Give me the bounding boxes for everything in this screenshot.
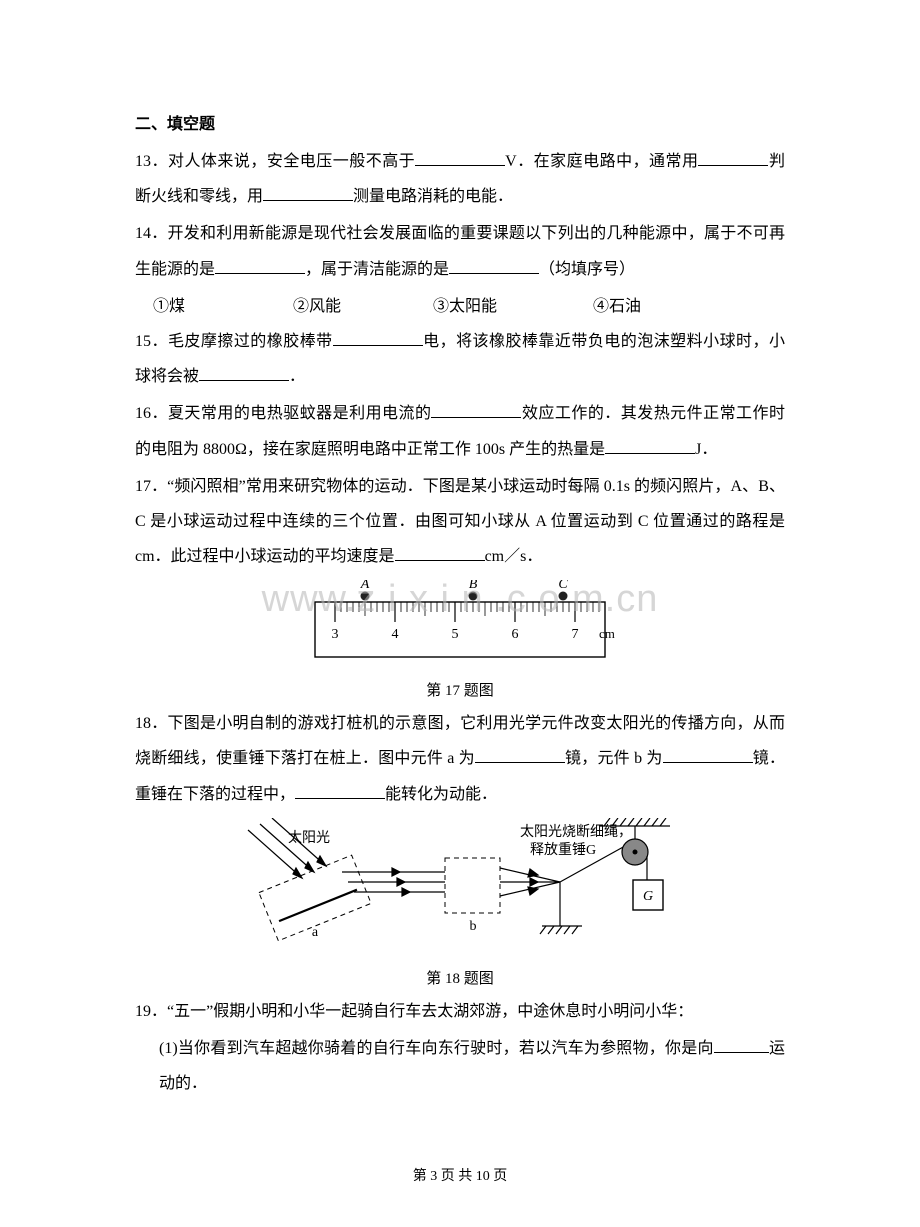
q17-blank-1[interactable] (395, 543, 485, 561)
figure-18: 太阳光 a b 太阳光烧断细绳， 释放重锤G (135, 818, 785, 988)
q15-t1: 毛皮摩擦过的橡胶棒带 (168, 333, 333, 350)
q17-t2: cm／s． (485, 548, 543, 565)
question-18: 18．下图是小明自制的游戏打桩机的示意图，它利用光学元件改变太阳光的传播方向，从… (135, 706, 785, 812)
diagram-18-svg: 太阳光 a b 太阳光烧断细绳， 释放重锤G (230, 818, 690, 958)
q19-num: 19． (135, 1003, 167, 1020)
question-16: 16．夏天常用的电热驱蚊器是利用电流的效应工作的．其发热元件正常工作时的电阻为 … (135, 396, 785, 466)
q14-opt-4: ④石油 (593, 289, 641, 324)
q14-opt-3: ③太阳能 (433, 289, 593, 324)
q13-t2: V．在家庭电路中，通常用 (505, 153, 698, 170)
figure-18-caption: 第 18 题图 (135, 967, 785, 988)
q17-num: 17． (135, 478, 167, 495)
q16-num: 16． (135, 405, 168, 422)
q13-t4: 测量电路消耗的电能． (353, 188, 513, 205)
question-13: 13．对人体来说，安全电压一般不高于V．在家庭电路中，通常用判断火线和零线，用测… (135, 144, 785, 214)
q18-blank-3[interactable] (295, 781, 385, 799)
question-19-1: (1)当你看到汽车超越你骑着的自行车向东行驶时，若以汽车为参照物，你是向运动的． (135, 1031, 785, 1101)
svg-text:b: b (470, 919, 477, 934)
q13-t1: 对人体来说，安全电压一般不高于 (168, 153, 415, 170)
question-17: 17．“频闪照相”常用来研究物体的运动．下图是某小球运动时每隔 0.1s 的频闪… (135, 469, 785, 575)
q18-t2: 镜，元件 b 为 (565, 750, 663, 767)
q13-blank-2[interactable] (698, 148, 768, 166)
svg-text:7: 7 (572, 627, 579, 642)
q14-t3: （均填序号） (539, 261, 635, 278)
q14-opt-1: ①煤 (153, 289, 293, 324)
svg-text:G: G (643, 889, 653, 904)
q15-blank-1[interactable] (333, 328, 423, 346)
figure-17-caption: 第 17 题图 (135, 679, 785, 700)
svg-text:C: C (558, 580, 568, 592)
svg-text:3: 3 (332, 627, 339, 642)
q18-blank-1[interactable] (475, 746, 565, 764)
svg-text:A: A (360, 580, 370, 592)
q14-num: 14． (135, 225, 168, 242)
q18-blank-2[interactable] (663, 746, 753, 764)
svg-text:太阳光: 太阳光 (288, 830, 330, 846)
svg-text:4: 4 (392, 627, 399, 642)
q16-blank-1[interactable] (431, 401, 521, 419)
q13-blank-3[interactable] (263, 184, 353, 202)
q16-t3: J． (695, 441, 717, 458)
q15-blank-2[interactable] (199, 364, 289, 382)
svg-text:a: a (312, 925, 319, 940)
question-15: 15．毛皮摩擦过的橡胶棒带电，将该橡胶棒靠近带负电的泡沫塑料小球时，小球将会被． (135, 324, 785, 394)
q14-blank-1[interactable] (215, 256, 305, 274)
q19-t1: “五一”假期小明和小华一起骑自行车去太湖郊游，中途休息时小明问小华： (167, 1003, 693, 1020)
svg-text:5: 5 (452, 627, 459, 642)
q18-num: 18． (135, 715, 168, 732)
q14-opt-2: ②风能 (293, 289, 433, 324)
question-19: 19．“五一”假期小明和小华一起骑自行车去太湖郊游，中途休息时小明问小华： (135, 994, 785, 1029)
svg-text:6: 6 (512, 627, 519, 642)
section-title: 二、填空题 (135, 110, 785, 134)
q14-blank-2[interactable] (449, 256, 539, 274)
q16-blank-2[interactable] (605, 436, 695, 454)
figure-17: 3 4 5 6 7 cm A B C 第 17 题图 (135, 580, 785, 700)
q19-s1a: (1)当你看到汽车超越你骑着的自行车向东行驶时，若以汽车为参照物，你是向 (159, 1040, 714, 1057)
q13-num: 13． (135, 153, 168, 170)
q14-t2: ，属于清洁能源的是 (305, 261, 449, 278)
svg-text:B: B (469, 580, 478, 592)
page-footer: 第 3 页 共 10 页 (0, 1165, 920, 1185)
q19-blank-1[interactable] (714, 1035, 769, 1053)
svg-text:释放重锤G: 释放重锤G (530, 842, 596, 858)
q13-blank-1[interactable] (415, 148, 505, 166)
q16-t1: 夏天常用的电热驱蚊器是利用电流的 (168, 405, 432, 422)
q15-t3: ． (289, 368, 305, 385)
q14-options: ①煤②风能③太阳能④石油 (135, 289, 785, 324)
ruler-svg: 3 4 5 6 7 cm A B C (295, 580, 625, 670)
q18-t4: 能转化为动能． (385, 786, 497, 803)
svg-text:cm: cm (599, 626, 615, 641)
q15-num: 15． (135, 333, 168, 350)
question-14: 14．开发和利用新能源是现代社会发展面临的重要课题以下列出的几种能源中，属于不可… (135, 216, 785, 286)
